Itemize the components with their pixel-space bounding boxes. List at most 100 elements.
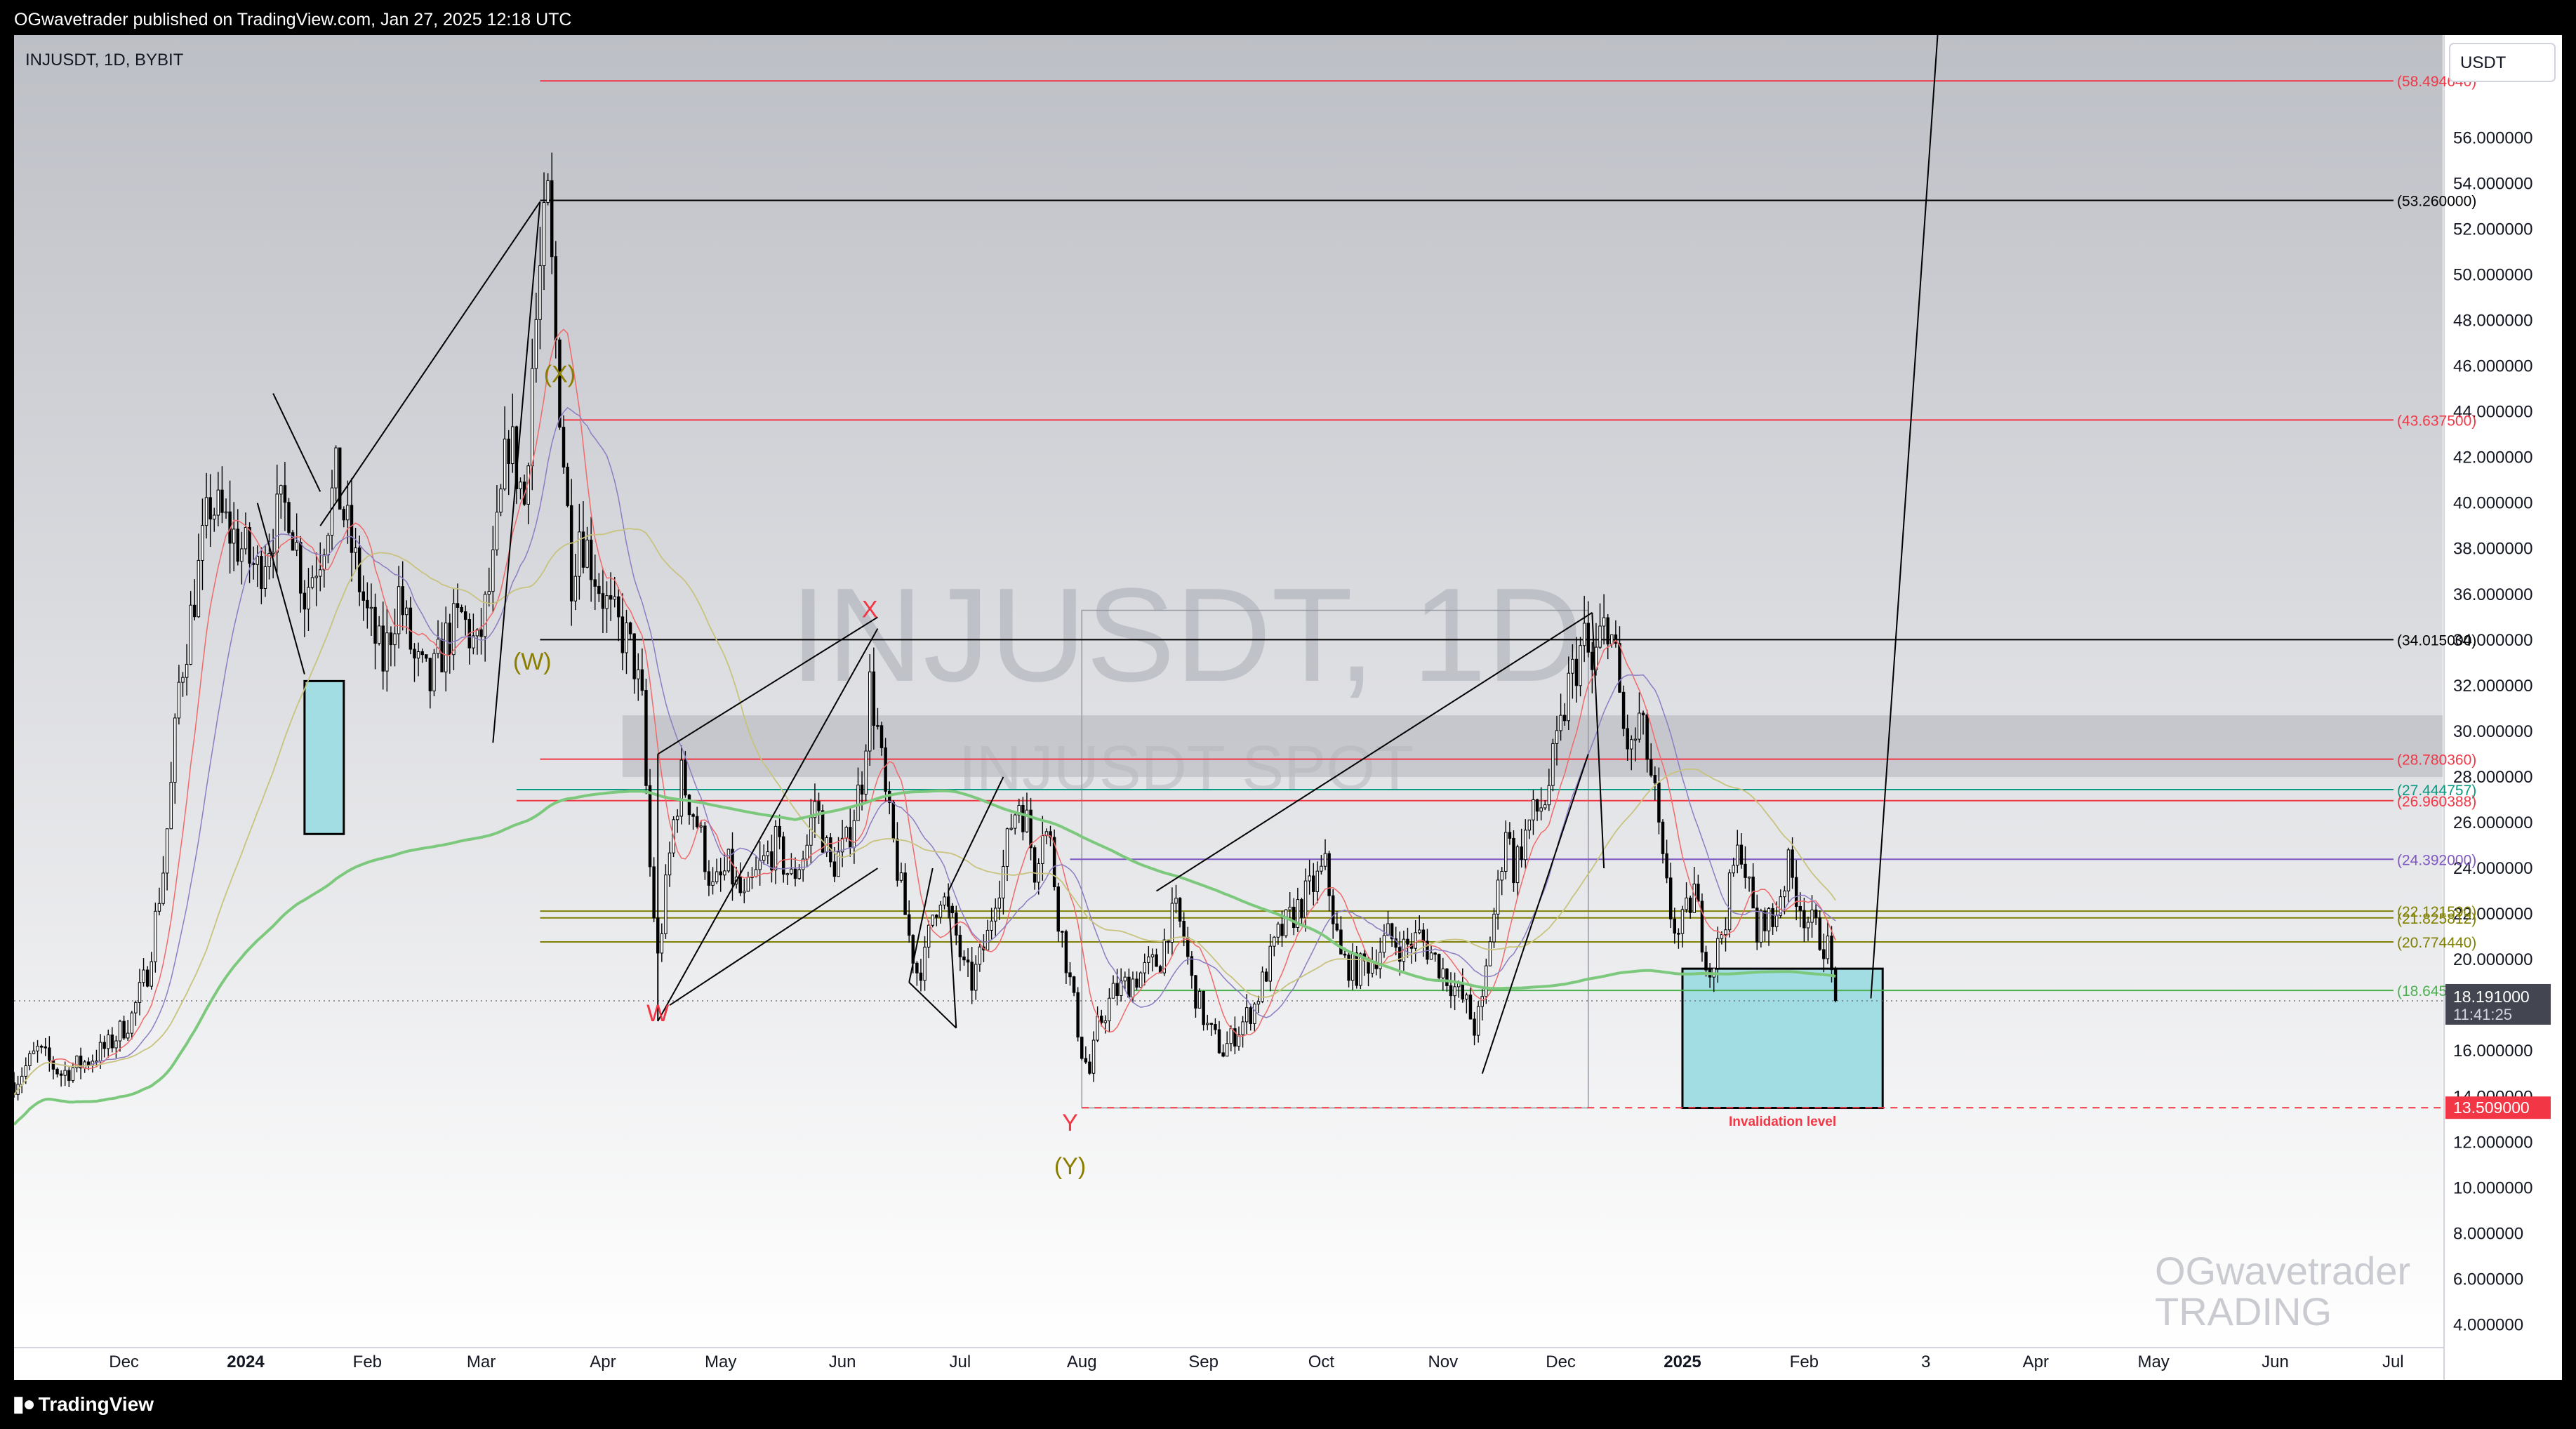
candle-body [291,532,295,551]
candle-body [1610,634,1614,645]
candle-body [1174,898,1178,904]
candle-body [1406,938,1409,945]
candle-body [216,489,220,516]
candle-body [1567,672,1571,722]
candle-body [978,946,982,965]
candle-body [189,604,192,665]
candle-body [1685,897,1688,910]
candle-body [723,870,726,876]
candle-body [201,525,204,561]
candle-body [71,1067,75,1082]
candle-body [161,872,165,904]
candle-body [1296,899,1300,928]
candle-body [1382,935,1386,953]
candle-body [275,493,279,553]
wave-line-5 [657,628,879,1022]
candle-body [856,784,860,821]
candle-body [1586,623,1590,653]
candle-body [817,801,821,811]
candle-body [1638,712,1641,740]
candle-body [1810,910,1814,923]
wave-line-11 [948,776,1004,891]
price-tick-label: 26.000000 [2453,813,2532,832]
candle-body [1150,954,1155,957]
candle-body [204,497,208,526]
candle-body [1273,936,1276,947]
candle-body [1697,883,1700,902]
time-tick-label: Dec [1546,1352,1576,1371]
candle-body [1512,837,1515,884]
candle-body [719,871,722,876]
candle-body [1017,804,1021,816]
candle-body [1206,1023,1209,1025]
candle-body [935,915,938,918]
candle-body [118,1021,122,1042]
candle-body [1331,895,1335,924]
candle-body [319,569,322,577]
candle-body [1606,617,1609,645]
candle-body [1170,903,1174,943]
candle-body [1292,906,1296,928]
wave-label: (W) [513,649,552,675]
candle-body [456,603,460,608]
candle-body [593,579,597,587]
candle-body [1716,938,1720,969]
price-tick-label: 42.000000 [2453,448,2532,467]
candle-body [1476,1006,1480,1036]
candle-body [1308,875,1311,882]
candle-body [1119,981,1123,996]
currency-label[interactable]: USDT [2460,53,2507,72]
candle-body [232,529,236,544]
candle-body [1633,738,1638,741]
candle-body [1127,976,1131,998]
candle-body [1747,876,1751,879]
candle-body [63,1070,67,1076]
wave-label: (X) [544,361,576,387]
wave-line-2 [272,393,321,492]
candle-body [554,256,558,340]
candle-body [381,625,385,672]
candle-body [98,1042,102,1062]
candle-body [48,1047,51,1061]
candle-body [287,502,291,533]
watermark-description: INJUSDT SPOT [959,733,1414,804]
tradingview-logo[interactable]: ▮● TradingView [13,1392,154,1416]
candle-body [660,933,664,954]
candle-body [899,872,903,881]
candle-body [821,810,825,853]
candle-body [338,447,342,510]
candle-body [1182,920,1186,938]
candle-body [1202,990,1205,1025]
chart-watermark: INJUSDT, 1D INJUSDT SPOT [790,561,1583,804]
wave-label: (Y) [1054,1153,1086,1180]
time-axis[interactable]: Dec 2024 Feb Mar Apr May Jun Jul Aug Sep Oct Nov Dec… [109,1352,2403,1371]
candle-body [511,426,514,465]
candle-body [1237,1034,1241,1047]
currency-selector[interactable]: USDT [2449,43,2556,82]
wave-drawings-layer [256,35,1939,1075]
candle-body [1064,931,1068,973]
candle-body [891,802,896,839]
candle-body [1135,978,1138,988]
candle-body [1437,954,1441,978]
candle-body [165,828,169,874]
candle-body [1488,941,1492,966]
candle-body [36,1046,39,1051]
candle-body [220,489,224,513]
candle-body [1315,870,1320,892]
candle-body [1591,651,1594,670]
candle-body [581,531,585,568]
candle-body [193,604,197,618]
candle-body [805,844,809,860]
candle-body [1225,1043,1229,1057]
candle-body [715,871,719,882]
currency-box[interactable] [2449,43,2556,82]
candle-body [361,591,366,601]
symbol-info: INJUSDT, 1D, BYBIT [25,51,184,69]
candle-body [1826,936,1830,959]
price-tick-label: 48.000000 [2453,312,2532,331]
candle-body [1657,782,1661,823]
candle-body [334,447,338,488]
price-axis[interactable]: 4.000000 6.000000 8.000000 10.000000 12.0000… [2453,128,2532,1334]
